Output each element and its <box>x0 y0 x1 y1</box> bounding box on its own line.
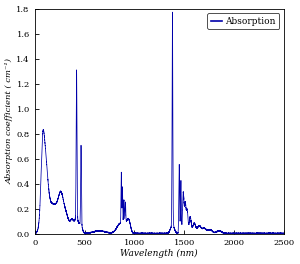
Y-axis label: Absorption coefficient ( cm⁻¹): Absorption coefficient ( cm⁻¹) <box>6 58 14 184</box>
Legend: Absorption: Absorption <box>207 13 279 29</box>
X-axis label: Wavelength (nm): Wavelength (nm) <box>121 249 198 258</box>
